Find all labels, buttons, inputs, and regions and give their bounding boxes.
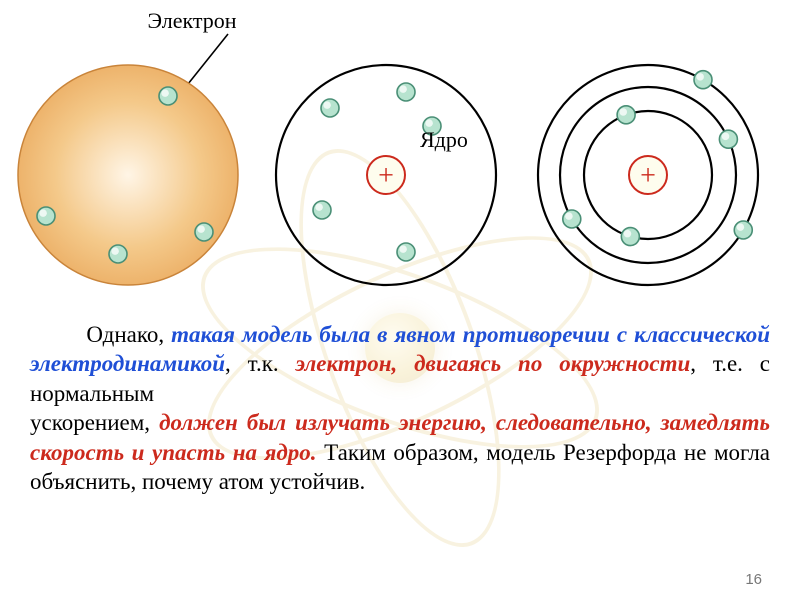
electron-label: Электрон [147, 8, 236, 33]
para-segment: электрон, двигаясь по окружности [296, 351, 691, 376]
electron-dot [617, 106, 635, 124]
nucleus: + [629, 156, 667, 194]
electron-dot [719, 130, 737, 148]
electron-dot [397, 243, 415, 261]
electron-dot [621, 228, 639, 246]
plus-symbol: + [640, 161, 656, 192]
electron-dot [734, 221, 752, 239]
explanation-paragraph: Однако, такая модель была в явном против… [0, 310, 800, 497]
atomic-models-svg: Электрон + Ядро + [0, 0, 800, 310]
thomson-model [18, 65, 238, 285]
plus-symbol: + [378, 161, 394, 192]
electron-dot [195, 223, 213, 241]
electron-dot [397, 83, 415, 101]
electron-dot [563, 210, 581, 228]
nucleus-label: Ядро [420, 127, 468, 152]
bohr-model: + [538, 65, 758, 285]
electron-dot [109, 245, 127, 263]
nucleus: + [367, 156, 405, 194]
rutherford-model: + Ядро [276, 65, 496, 285]
atomic-models-figure: Электрон + Ядро + [0, 0, 800, 310]
para-segment: Однако, [86, 322, 171, 347]
electron-dot [159, 87, 177, 105]
electron-dot [313, 201, 331, 219]
electron-leader-line [188, 34, 228, 84]
electron-dot [37, 207, 55, 225]
para-segment: , т.к. [225, 351, 296, 376]
electron-dot [321, 99, 339, 117]
electron-dot [694, 71, 712, 89]
page-number: 16 [745, 571, 762, 588]
